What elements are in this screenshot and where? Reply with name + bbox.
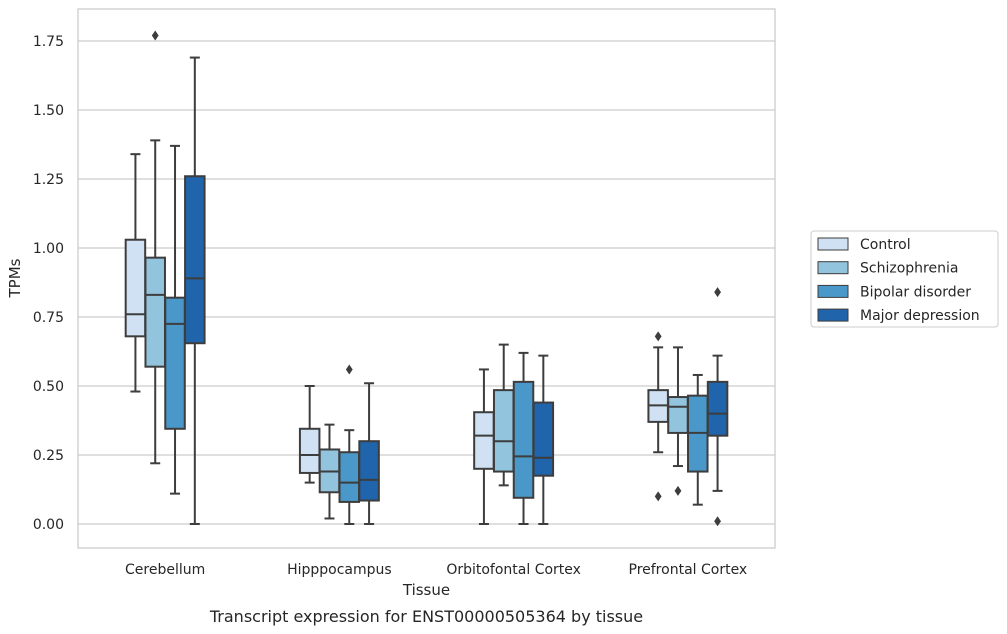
iqr-box bbox=[512, 380, 535, 499]
y-tick-label: 0.25 bbox=[33, 448, 64, 464]
outlier-point bbox=[674, 485, 682, 496]
chart-caption: Transcript expression for ENST0000050536… bbox=[209, 607, 643, 626]
outlier-point bbox=[151, 30, 159, 41]
y-tick-label: 1.75 bbox=[33, 34, 64, 50]
iqr-box bbox=[492, 389, 515, 473]
box-major-depression bbox=[358, 382, 380, 525]
y-tick-label: 1.50 bbox=[33, 103, 64, 119]
box-bipolar-disorder bbox=[687, 373, 709, 506]
box-groups bbox=[124, 30, 729, 527]
x-tick-label: Cerebellum bbox=[125, 562, 205, 578]
outlier-point bbox=[714, 287, 721, 298]
legend-label: Control bbox=[860, 237, 911, 253]
y-tick-label: 0.00 bbox=[33, 517, 64, 533]
y-tick-label: 1.00 bbox=[33, 241, 64, 257]
iqr-box bbox=[338, 451, 361, 503]
legend-frame bbox=[810, 230, 999, 328]
box-major-depression bbox=[532, 354, 555, 525]
legend-swatch bbox=[817, 237, 849, 251]
box-bipolar-disorder bbox=[164, 144, 186, 495]
x-tick-label: Hipppocampus bbox=[287, 562, 392, 578]
outlier-point bbox=[654, 331, 662, 342]
iqr-box bbox=[473, 411, 495, 470]
box-schizophrenia bbox=[318, 423, 341, 520]
iqr-box bbox=[184, 175, 206, 345]
box-bipolar-disorder bbox=[512, 351, 535, 525]
x-tick-label: Prefrontal Cortex bbox=[629, 562, 748, 578]
iqr-box bbox=[164, 296, 186, 430]
box-major-depression bbox=[184, 56, 206, 525]
legend-label: Major depression bbox=[860, 308, 980, 324]
x-axis-label: Tissue bbox=[402, 581, 450, 599]
outlier-point bbox=[345, 364, 353, 375]
iqr-box bbox=[144, 256, 166, 368]
outlier-point bbox=[654, 491, 662, 502]
box-control bbox=[298, 385, 321, 484]
y-axis-label: TPMs bbox=[6, 258, 24, 298]
legend-swatch bbox=[817, 261, 849, 275]
iqr-box bbox=[358, 440, 380, 502]
iqr-box bbox=[667, 396, 689, 434]
legend-label: Schizophrenia bbox=[860, 261, 958, 277]
y-tick-label: 1.25 bbox=[33, 172, 64, 188]
iqr-box bbox=[298, 427, 321, 474]
plot-frame bbox=[77, 8, 776, 549]
iqr-box bbox=[706, 380, 729, 437]
y-tick-label: 0.75 bbox=[33, 310, 64, 326]
legend-swatch bbox=[817, 308, 849, 322]
iqr-box bbox=[124, 238, 147, 338]
iqr-box bbox=[532, 401, 555, 477]
box-major-depression bbox=[706, 287, 729, 527]
x-tick-labels: Cerebellum Hipppocampus Orbitofontal Corte… bbox=[125, 562, 747, 578]
box-control bbox=[647, 331, 669, 502]
legend-label: Bipolar disorder bbox=[860, 284, 971, 300]
box-schizophrenia bbox=[492, 343, 515, 487]
box-control bbox=[124, 153, 147, 393]
y-tick-label: 0.50 bbox=[33, 379, 64, 395]
outlier-point bbox=[714, 516, 721, 527]
legend: Control Schizophrenia Bipolar disorder Majo… bbox=[810, 230, 999, 328]
x-tick-label: Orbitofontal Cortex bbox=[446, 562, 581, 578]
legend-swatch bbox=[817, 284, 849, 298]
y-tick-labels: 0.00 0.25 0.50 0.75 1.00 1.25 1.50 1.75 bbox=[33, 34, 64, 533]
plot-area bbox=[78, 9, 775, 548]
